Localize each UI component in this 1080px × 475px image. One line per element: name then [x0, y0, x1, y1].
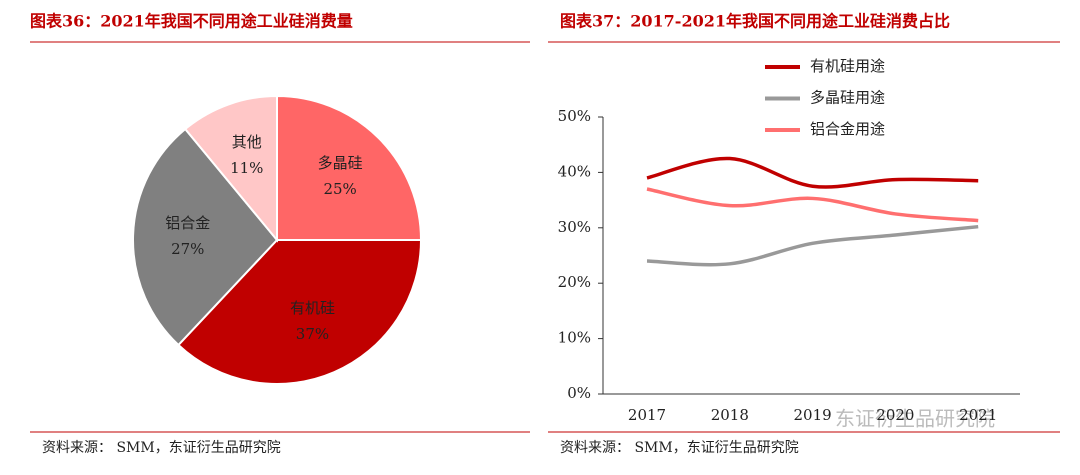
pie-slice — [276, 94, 423, 241]
x-tick-label: 2018 — [711, 406, 749, 424]
x-tick-label: 2019 — [794, 406, 832, 424]
watermark: 东证衍生品研究院 — [835, 407, 995, 431]
legend-label: 多晶硅用途 — [810, 89, 885, 107]
pie-slice — [132, 127, 279, 347]
pie-slice — [183, 94, 278, 243]
x-tick-label: 2021 — [959, 406, 997, 424]
x-tick-label: 2020 — [876, 406, 914, 424]
line-series — [646, 224, 979, 267]
slice-label: 其他 — [232, 133, 262, 151]
source: 资料来源： SMM，东证衍生品研究院 — [42, 440, 281, 456]
value-label: 27% — [171, 240, 204, 258]
line-series — [646, 187, 979, 223]
y-tick-label: 30% — [558, 218, 591, 236]
legend-label: 有机硅用途 — [810, 57, 885, 75]
pie-slice — [177, 239, 423, 385]
source: 资料来源： SMM，东证衍生品研究院 — [560, 440, 799, 456]
value-label: 11% — [230, 159, 263, 177]
chart-title: 图表36：2021年我国不同用途工业硅消费量 — [30, 12, 353, 31]
y-tick-label: 20% — [558, 273, 591, 291]
slice-label: 有机硅 — [290, 299, 335, 317]
y-tick-label: 10% — [558, 329, 591, 347]
chart-title: 图表37：2017-2021年我国不同用途工业硅消费占比 — [560, 12, 950, 31]
value-label: 25% — [323, 180, 356, 198]
y-tick-label: 0% — [567, 384, 591, 402]
y-tick-label: 50% — [558, 107, 591, 125]
slice-label: 多晶硅 — [318, 154, 363, 172]
slice-label: 铝合金 — [165, 214, 210, 232]
x-tick-label: 2017 — [628, 406, 666, 424]
value-label: 37% — [296, 325, 329, 343]
line-series — [646, 156, 979, 189]
y-tick-label: 40% — [558, 162, 591, 180]
legend-label: 铝合金用途 — [810, 120, 885, 138]
